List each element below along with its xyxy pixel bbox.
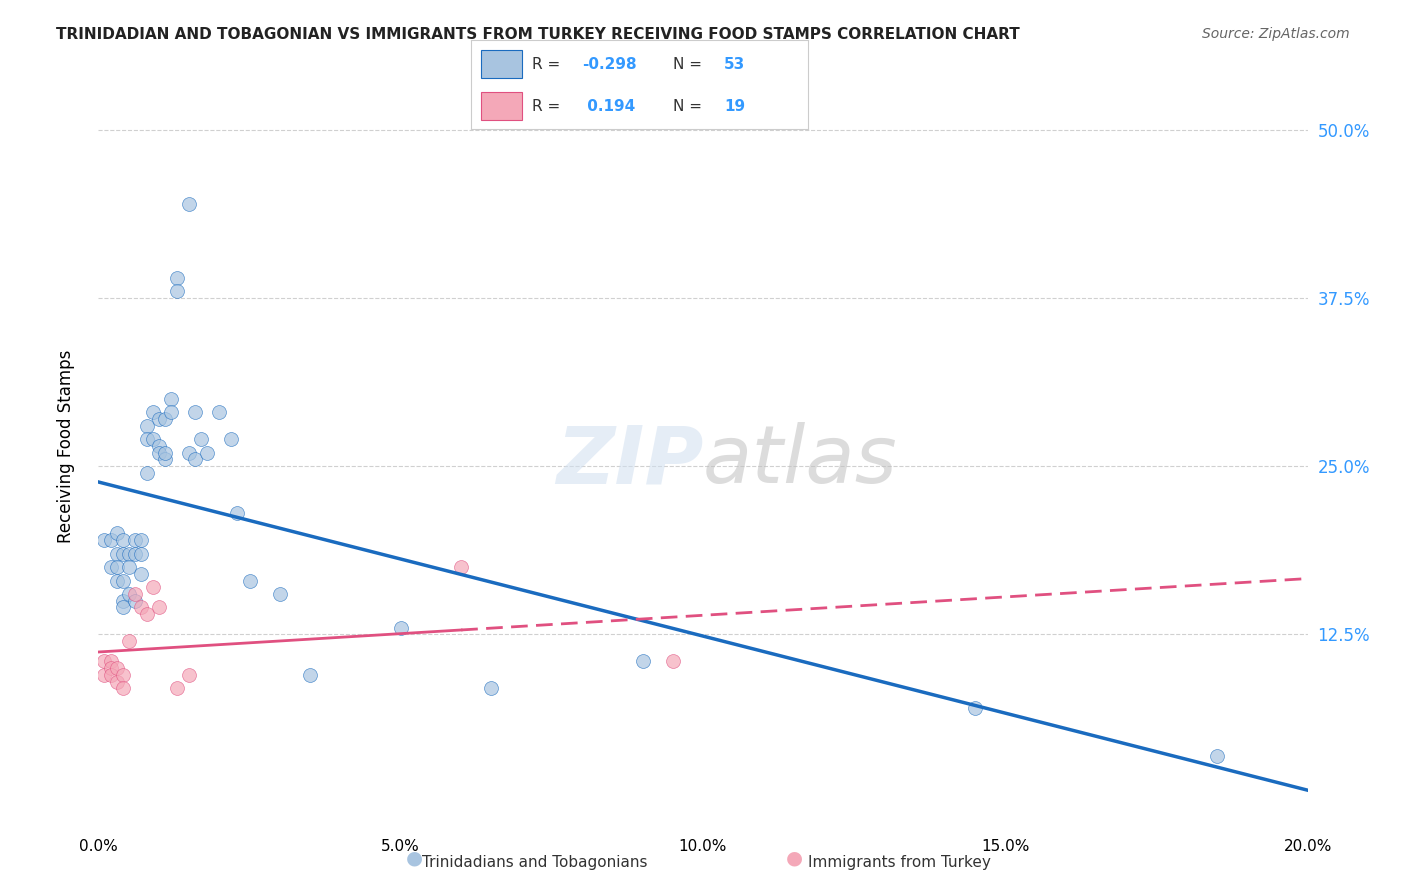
Point (118, 587, 141, 601)
Text: atlas: atlas (703, 422, 898, 500)
Text: R =: R = (531, 57, 565, 71)
Point (221, 432, 243, 446)
Text: N =: N = (673, 57, 707, 71)
Point (93, 533, 115, 548)
Text: Immigrants from Turkey: Immigrants from Turkey (808, 855, 991, 870)
Point (93, 654, 115, 668)
Point (299, 667, 322, 681)
Point (142, 432, 165, 446)
Point (105, 661, 128, 675)
Point (160, 392, 183, 406)
Point (148, 412, 170, 426)
Point (111, 533, 134, 548)
Point (129, 566, 152, 581)
Point (153, 412, 176, 426)
Point (100, 661, 122, 675)
Point (111, 594, 134, 608)
Point (481, 681, 503, 696)
Point (111, 667, 134, 681)
Text: 19: 19 (724, 99, 745, 113)
Point (190, 432, 212, 446)
Text: ●: ● (786, 848, 803, 867)
Point (124, 594, 146, 608)
Point (631, 654, 654, 668)
Point (118, 634, 141, 648)
Point (105, 560, 128, 574)
Point (160, 405, 183, 419)
Point (208, 405, 231, 419)
Point (135, 466, 157, 480)
Point (166, 284, 188, 298)
Point (124, 587, 146, 601)
Point (124, 547, 146, 561)
Text: Trinidadians and Tobagonians: Trinidadians and Tobagonians (422, 855, 647, 870)
Point (195, 446, 218, 460)
Point (105, 574, 128, 588)
Point (135, 432, 157, 446)
Point (179, 196, 201, 211)
Point (129, 600, 152, 615)
FancyBboxPatch shape (481, 92, 522, 120)
Text: TRINIDADIAN AND TOBAGONIAN VS IMMIGRANTS FROM TURKEY RECEIVING FOOD STAMPS CORRE: TRINIDADIAN AND TOBAGONIAN VS IMMIGRANTS… (56, 27, 1019, 42)
Point (111, 600, 134, 615)
Point (105, 526, 128, 541)
Point (179, 667, 201, 681)
Point (100, 667, 122, 681)
FancyBboxPatch shape (481, 50, 522, 78)
Point (111, 574, 134, 588)
Point (450, 560, 472, 574)
Point (100, 560, 122, 574)
Point (166, 270, 188, 285)
Text: 0.194: 0.194 (582, 99, 636, 113)
Point (1206, 748, 1229, 763)
Point (105, 547, 128, 561)
Text: ●: ● (406, 848, 423, 867)
Text: ZIP: ZIP (555, 422, 703, 500)
Text: -0.298: -0.298 (582, 57, 637, 71)
Point (93, 667, 115, 681)
Point (142, 405, 165, 419)
Point (965, 701, 987, 715)
Text: R =: R = (531, 99, 565, 113)
Point (179, 446, 201, 460)
Point (124, 533, 146, 548)
Point (111, 547, 134, 561)
Point (153, 452, 176, 467)
Point (142, 580, 165, 594)
Y-axis label: Receiving Food Stamps: Receiving Food Stamps (56, 350, 75, 542)
Point (389, 621, 412, 635)
Text: N =: N = (673, 99, 707, 113)
Point (239, 574, 262, 588)
Point (148, 446, 170, 460)
Point (135, 607, 157, 622)
Point (100, 654, 122, 668)
Text: Source: ZipAtlas.com: Source: ZipAtlas.com (1202, 27, 1350, 41)
Point (129, 547, 152, 561)
Point (226, 506, 249, 520)
Point (105, 674, 128, 689)
Point (148, 439, 170, 453)
Point (153, 446, 176, 460)
Point (184, 405, 207, 419)
Point (118, 560, 141, 574)
Point (269, 587, 291, 601)
Point (111, 681, 134, 696)
Point (118, 547, 141, 561)
Point (100, 533, 122, 548)
Point (661, 654, 683, 668)
Point (135, 418, 157, 433)
Point (166, 681, 188, 696)
Point (129, 533, 152, 548)
Text: 53: 53 (724, 57, 745, 71)
Point (184, 452, 207, 467)
Point (148, 600, 170, 615)
